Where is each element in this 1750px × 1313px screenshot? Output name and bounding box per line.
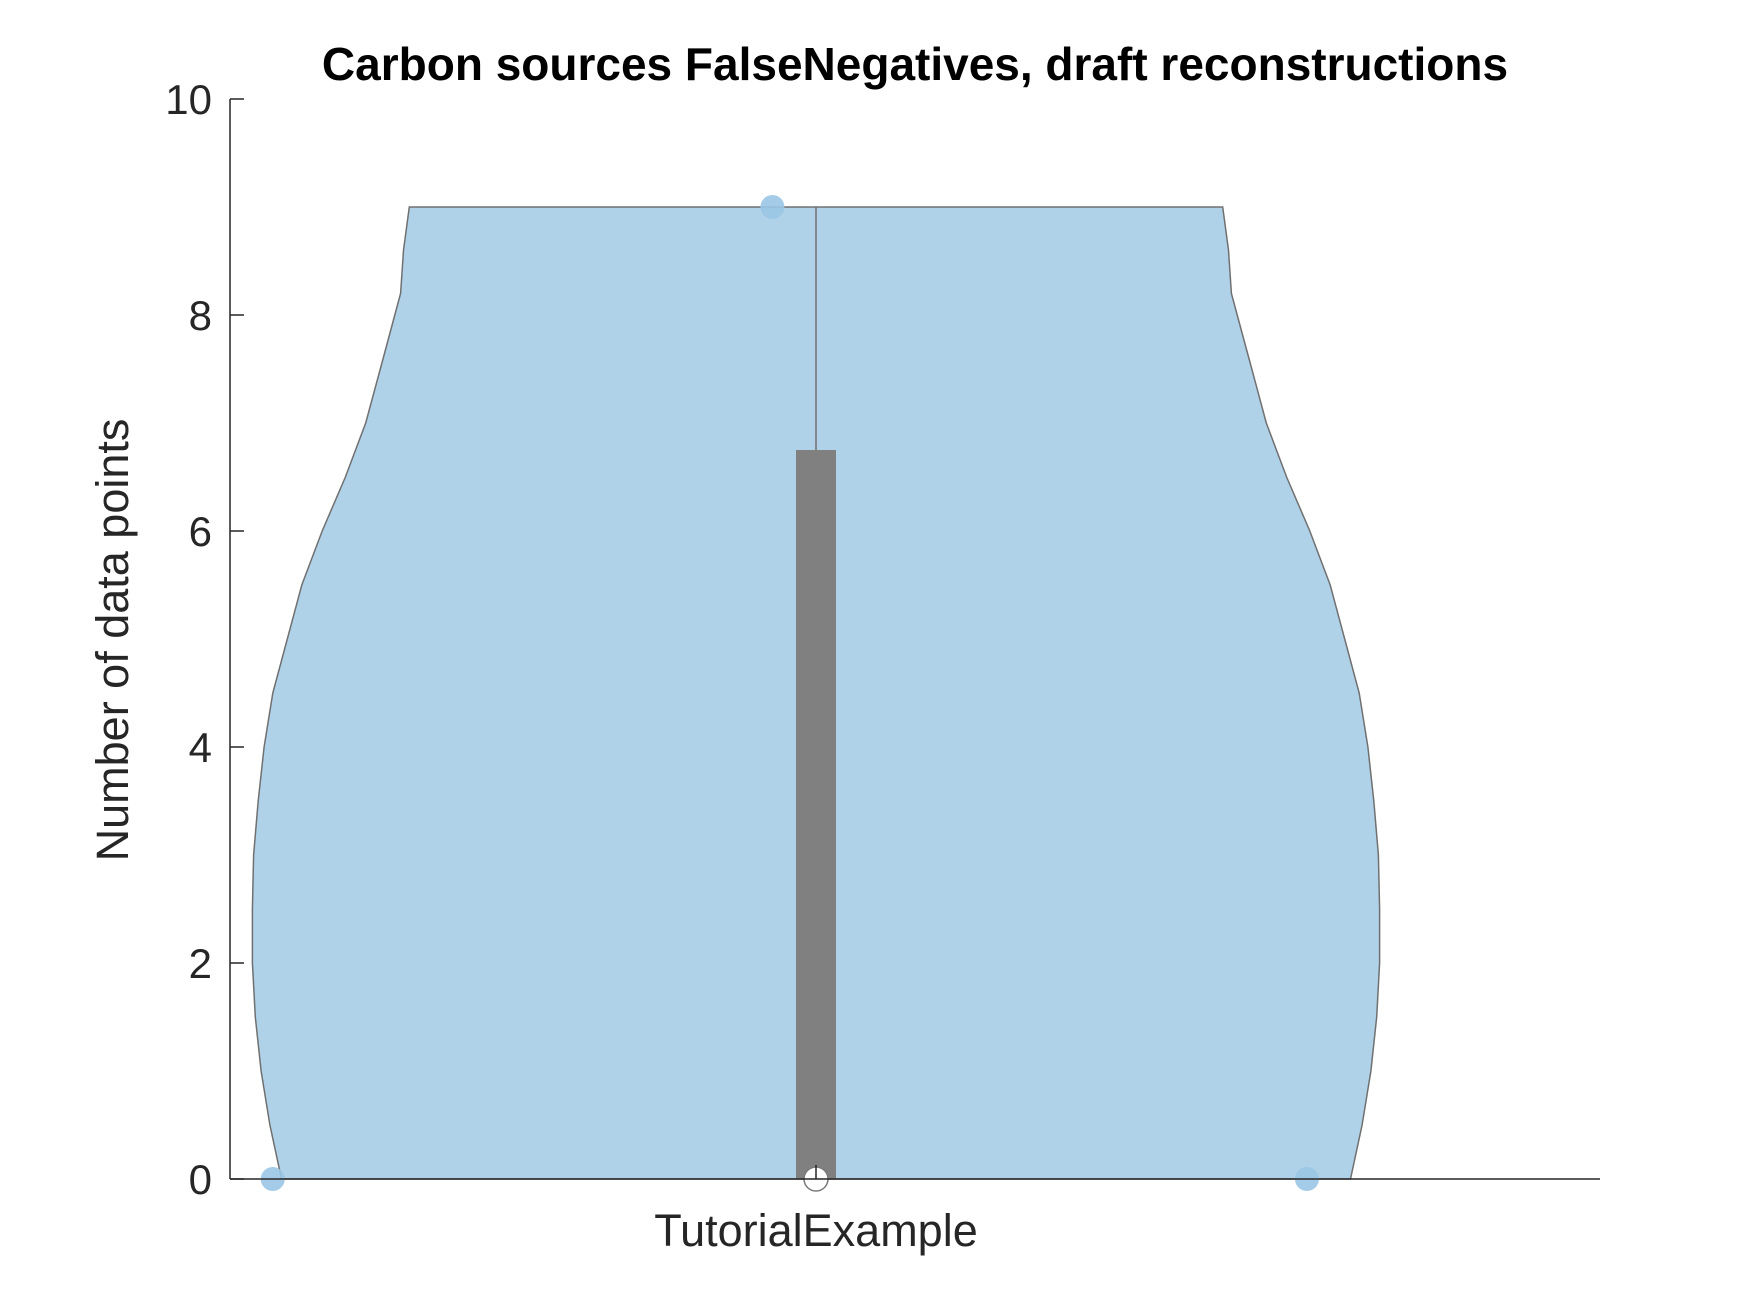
y-tick-label: 2 <box>189 940 212 987</box>
y-tick-label: 8 <box>189 292 212 339</box>
box-layer <box>796 207 836 1192</box>
x-ticks: TutorialExample <box>654 1165 978 1256</box>
y-tick-label: 4 <box>189 724 212 771</box>
y-tick-label: 0 <box>189 1156 212 1203</box>
interquartile-box <box>796 450 836 1179</box>
y-axis-label: Number of data points <box>87 419 138 862</box>
data-point <box>760 195 785 219</box>
chart-title: Carbon sources FalseNegatives, draft rec… <box>322 38 1508 90</box>
y-tick-label: 10 <box>165 76 212 123</box>
y-tick-label: 6 <box>189 508 212 555</box>
y-ticks: 0 2 4 6 8 10 <box>165 76 244 1203</box>
x-tick-label: TutorialExample <box>654 1205 977 1256</box>
